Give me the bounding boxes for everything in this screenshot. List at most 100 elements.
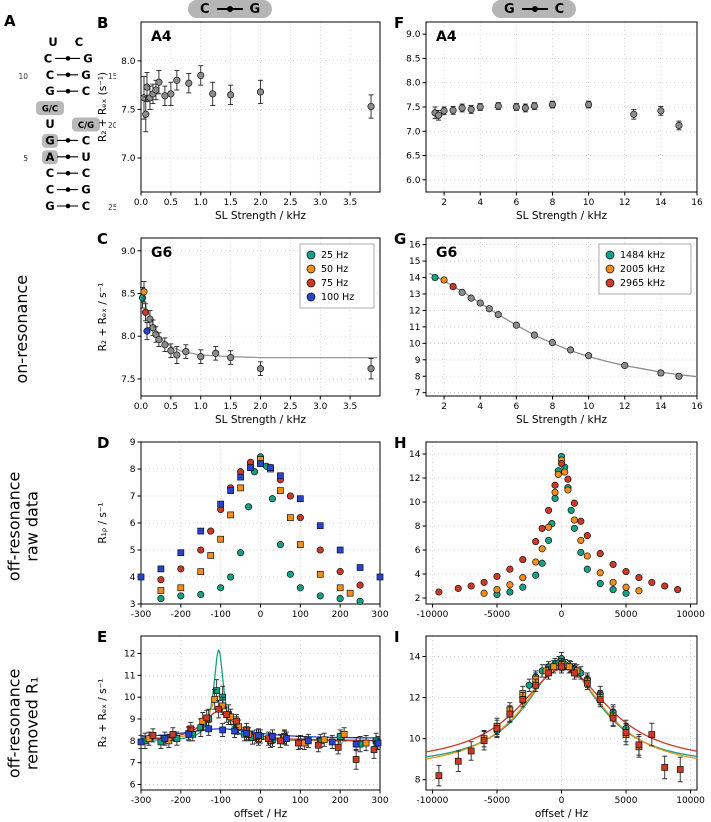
svg-text:1484 kHz: 1484 kHz [620, 250, 665, 261]
svg-text:C: C [82, 166, 90, 180]
panel-h-chart-offres-raw-gc: -10000 -5000 0 5000 10000 2 4 6 8 10 12 14 H [392, 432, 707, 624]
panel-g-chart-g6-gc-onres: 2 4 6 8 10 12 14 16 7 8 9 10 11 12 13 14 15 16 SL Strength… [392, 228, 707, 428]
svg-text:4: 4 [130, 573, 136, 583]
svg-text:6: 6 [513, 198, 519, 208]
svg-text:0.5: 0.5 [164, 198, 178, 208]
svg-text:B: B [97, 14, 108, 32]
svg-text:7.5: 7.5 [121, 375, 135, 385]
svg-text:2005 kHz: 2005 kHz [620, 264, 665, 275]
svg-text:2.5: 2.5 [283, 402, 297, 412]
svg-text:G: G [45, 84, 54, 98]
svg-text:C: C [82, 199, 90, 213]
svg-text:7.0: 7.0 [121, 154, 136, 164]
svg-text:100 Hz: 100 Hz [321, 292, 354, 303]
svg-text:7.5: 7.5 [406, 103, 420, 113]
svg-text:8.5: 8.5 [121, 290, 135, 300]
svg-text:A4: A4 [436, 29, 457, 45]
svg-text:16: 16 [691, 402, 703, 412]
svg-text:SL Strength / kHz: SL Strength / kHz [516, 414, 607, 426]
svg-text:7: 7 [130, 759, 136, 769]
svg-text:14: 14 [655, 402, 667, 412]
svg-text:6: 6 [130, 519, 136, 529]
svg-text:7: 7 [415, 389, 421, 399]
svg-text:C: C [75, 35, 83, 49]
svg-text:300: 300 [371, 610, 388, 620]
svg-text:15: 15 [409, 257, 420, 267]
svg-text:7: 7 [130, 492, 136, 502]
svg-text:G: G [81, 68, 90, 82]
svg-text:2.5: 2.5 [283, 198, 297, 208]
svg-text:-10000: -10000 [417, 610, 449, 620]
svg-text:U: U [81, 150, 90, 164]
svg-text:C: C [46, 183, 54, 197]
svg-text:0: 0 [559, 796, 565, 806]
svg-text:5: 5 [130, 546, 136, 556]
panel-f-chart-a4-gc-onres: 2 4 6 8 10 12 14 16 6.0 6.5 7.0 7.5 8.0 8.5 9.0 SL Stre… [392, 12, 707, 224]
svg-text:12: 12 [409, 694, 420, 704]
svg-text:H: H [394, 434, 407, 452]
svg-text:A4: A4 [151, 29, 172, 45]
svg-text:16: 16 [409, 241, 421, 251]
svg-text:6: 6 [513, 402, 519, 412]
rna-secondary-structure-panel: A U C C G C G 10 15 G C G/C U C/G 20 G C A U 5 C C C G G C 25 [2, 10, 118, 248]
svg-text:14: 14 [409, 274, 421, 284]
svg-text:5000: 5000 [615, 796, 638, 806]
svg-text:2.0: 2.0 [253, 402, 268, 412]
svg-text:A: A [46, 150, 55, 164]
svg-text:-300: -300 [131, 610, 152, 620]
svg-text:C: C [97, 230, 108, 248]
svg-text:offset / Hz: offset / Hz [535, 808, 589, 820]
svg-text:12: 12 [409, 474, 420, 484]
basepair-bond-icon [521, 6, 548, 12]
svg-text:0.0: 0.0 [134, 198, 149, 208]
svg-text:U: U [48, 35, 57, 49]
svg-text:1.0: 1.0 [194, 402, 209, 412]
svg-text:G: G [83, 51, 92, 65]
svg-text:9.0: 9.0 [121, 247, 136, 257]
svg-text:offset / Hz: offset / Hz [234, 808, 288, 820]
svg-text:6.5: 6.5 [406, 152, 420, 162]
svg-text:5000: 5000 [615, 610, 638, 620]
svg-text:8.5: 8.5 [406, 54, 420, 64]
svg-text:200: 200 [332, 610, 349, 620]
header-left-base: G [504, 1, 515, 17]
header-left-base: C [200, 1, 210, 17]
svg-text:8.0: 8.0 [121, 332, 136, 342]
svg-text:16: 16 [691, 198, 703, 208]
svg-text:12: 12 [619, 198, 630, 208]
svg-text:13: 13 [409, 290, 420, 300]
svg-text:1.5: 1.5 [223, 198, 237, 208]
svg-text:10: 10 [18, 72, 28, 81]
svg-text:E: E [97, 628, 107, 646]
svg-text:3.5: 3.5 [343, 198, 357, 208]
svg-text:14: 14 [655, 198, 667, 208]
svg-text:0.5: 0.5 [164, 402, 178, 412]
svg-text:3.0: 3.0 [313, 198, 328, 208]
svg-text:100: 100 [292, 796, 309, 806]
svg-text:D: D [97, 434, 109, 452]
svg-text:10: 10 [409, 735, 421, 745]
svg-text:G6: G6 [151, 245, 172, 261]
svg-text:-100: -100 [210, 610, 231, 620]
svg-text:-10000: -10000 [417, 796, 449, 806]
svg-text:4: 4 [415, 570, 421, 580]
svg-text:SL Strength / kHz: SL Strength / kHz [516, 210, 607, 222]
svg-text:-5000: -5000 [484, 610, 510, 620]
svg-text:SL Strength / kHz: SL Strength / kHz [215, 414, 306, 426]
svg-text:4: 4 [477, 402, 483, 412]
svg-text:8: 8 [550, 198, 556, 208]
svg-text:2: 2 [441, 198, 447, 208]
svg-text:8: 8 [415, 776, 421, 786]
svg-text:-200: -200 [171, 610, 192, 620]
svg-text:12: 12 [409, 306, 420, 316]
svg-text:F: F [394, 14, 404, 32]
svg-text:1.5: 1.5 [223, 402, 237, 412]
svg-text:C: C [46, 68, 54, 82]
svg-text:2965 kHz: 2965 kHz [620, 278, 665, 289]
svg-text:8.0: 8.0 [406, 79, 421, 89]
panel-i-chart-offres-removed-gc: -10000 -5000 0 5000 10000 8 10 12 14 offset / Hz I [392, 626, 707, 822]
svg-text:0: 0 [559, 610, 565, 620]
svg-text:25 Hz: 25 Hz [321, 250, 348, 261]
panel-e-chart-offres-removed-cg: -300 -200 -100 0 100 200 300 6 7 8 9 10 11 12 offset /… [95, 626, 390, 822]
